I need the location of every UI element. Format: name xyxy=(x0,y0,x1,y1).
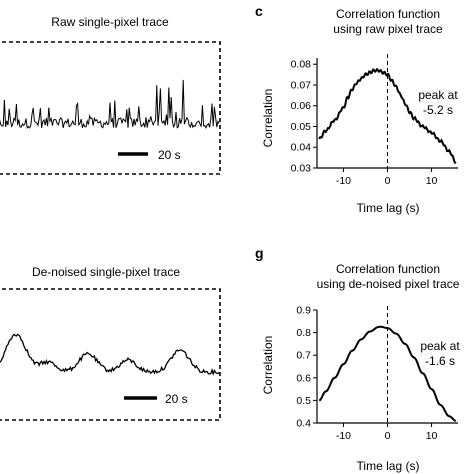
corr-denoised-xtick-label: 10 xyxy=(426,430,438,442)
corr-denoised-title-line-1: Correlation function xyxy=(336,262,440,276)
denoised-scale-bar-label: 20 s xyxy=(165,392,188,406)
corr-raw-annotation-line-1: peak at xyxy=(418,88,458,102)
raw-trace-panel: Raw single-pixel trace 20 s xyxy=(0,15,221,175)
raw-trace-title: Raw single-pixel trace xyxy=(51,15,169,29)
panel-letter-c: c xyxy=(255,3,263,19)
corr-raw-annotation-line-2: -5.2 s xyxy=(423,103,453,117)
corr-raw-ytick-label: 0.03 xyxy=(291,163,312,175)
denoised-trace-line xyxy=(0,333,220,376)
corr-raw-ytick-label: 0.04 xyxy=(291,142,312,154)
corr-raw-curve xyxy=(318,67,457,165)
corr-denoised-axes: 0.4 0.5 0.6 0.7 0.8 0.9 -10 0 10 xyxy=(296,305,458,442)
corr-raw-xtick-label: 0 xyxy=(385,175,391,187)
raw-trace-frame xyxy=(0,41,221,175)
corr-raw-xtick-label: 10 xyxy=(426,175,438,187)
denoised-trace-frame xyxy=(0,288,221,421)
raw-trace-line xyxy=(0,79,220,129)
corr-raw-ylabel: Correlation xyxy=(261,89,275,148)
denoised-trace-title: De-noised single-pixel trace xyxy=(32,265,180,279)
corr-raw-title-line-1: Correlation function xyxy=(336,7,440,21)
corr-denoised-curve xyxy=(318,325,456,422)
corr-denoised-annotation-line-1: peak at xyxy=(420,339,460,353)
corr-raw-title-line-2: using raw pixel trace xyxy=(333,22,443,36)
corr-raw-ytick-label: 0.05 xyxy=(291,121,312,133)
corr-denoised-xlabel: Time lag (s) xyxy=(357,459,420,473)
corr-denoised-ytick-label: 0.4 xyxy=(296,418,311,430)
corr-raw-ytick-label: 0.06 xyxy=(291,100,312,112)
corr-denoised-xtick-label: -10 xyxy=(336,430,351,442)
corr-raw-ytick-label: 0.08 xyxy=(291,59,312,71)
corr-denoised-annotation-line-2: -1.6 s xyxy=(425,354,455,368)
corr-denoised-panel: g Correlation function using de-noised p… xyxy=(255,245,460,473)
corr-denoised-ytick-label: 0.8 xyxy=(296,327,311,339)
corr-denoised-ytick-label: 0.6 xyxy=(296,372,311,384)
corr-raw-xtick-label: -10 xyxy=(336,175,351,187)
corr-denoised-ytick-label: 0.5 xyxy=(296,395,311,407)
denoised-trace-panel: De-noised single-pixel trace 20 s xyxy=(0,265,221,421)
raw-scale-bar-label: 20 s xyxy=(158,148,181,162)
corr-denoised-title-line-2: using de-noised pixel trace xyxy=(317,277,460,291)
corr-raw-panel: c Correlation function using raw pixel t… xyxy=(255,3,458,215)
corr-denoised-ytick-label: 0.9 xyxy=(296,305,311,317)
corr-raw-xlabel: Time lag (s) xyxy=(357,201,420,215)
corr-raw-ytick-label: 0.07 xyxy=(291,79,312,91)
corr-raw-axes: 0.03 0.04 0.05 0.06 0.07 0.08 -10 0 10 xyxy=(291,54,458,187)
corr-denoised-ylabel: Correlation xyxy=(261,336,275,395)
panel-letter-g: g xyxy=(255,245,264,261)
corr-denoised-ytick-label: 0.7 xyxy=(296,350,311,362)
corr-denoised-xtick-label: 0 xyxy=(385,430,391,442)
